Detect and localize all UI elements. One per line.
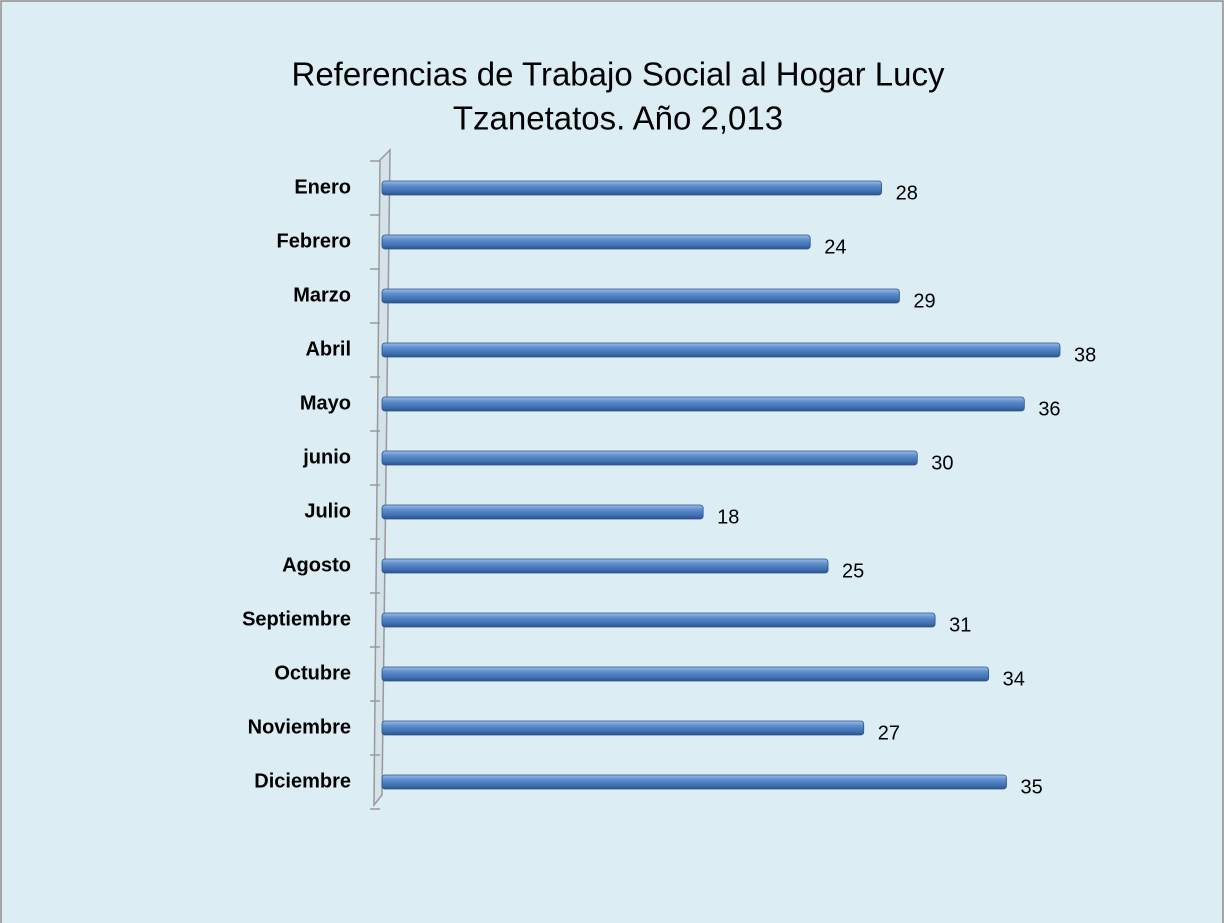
bar	[381, 720, 865, 736]
bar	[381, 396, 1025, 412]
data-label: 30	[931, 452, 953, 474]
data-label: 29	[913, 290, 935, 312]
data-label: 28	[896, 182, 918, 204]
bar	[381, 288, 900, 304]
y-tick-label: Diciembre	[254, 770, 351, 792]
bar	[381, 666, 990, 682]
bar	[381, 450, 918, 466]
y-tick-label: Mayo	[300, 392, 351, 414]
y-tick-label: Abril	[305, 338, 351, 360]
bar	[381, 612, 936, 628]
bar	[381, 342, 1061, 358]
chart-title: Tzanetatos. Año 2,013	[453, 100, 783, 137]
data-label: 24	[824, 236, 846, 258]
data-label: 38	[1074, 344, 1096, 366]
data-label: 18	[717, 506, 739, 528]
y-tick-label: junio	[302, 446, 351, 468]
y-tick-label: Noviembre	[248, 716, 351, 738]
bar	[381, 234, 811, 250]
chart-title: Referencias de Trabajo Social al Hogar L…	[291, 56, 945, 93]
y-tick-label: Septiembre	[242, 608, 351, 630]
y-tick-label: Febrero	[277, 230, 351, 252]
data-label: 36	[1038, 398, 1060, 420]
bar	[381, 558, 829, 574]
y-tick-label: Marzo	[293, 284, 351, 306]
bar	[381, 504, 704, 520]
y-tick-label: Enero	[294, 176, 351, 198]
y-tick-label: Agosto	[282, 554, 351, 576]
bar	[381, 774, 1007, 790]
y-tick-label: Julio	[304, 500, 351, 522]
data-label: 34	[1003, 668, 1025, 690]
data-label: 25	[842, 560, 864, 582]
y-tick-label: Octubre	[274, 662, 351, 684]
axis-wall	[373, 148, 391, 808]
data-label: 35	[1020, 776, 1042, 798]
data-label: 27	[878, 722, 900, 744]
data-label: 31	[949, 614, 971, 636]
bar	[381, 180, 882, 196]
